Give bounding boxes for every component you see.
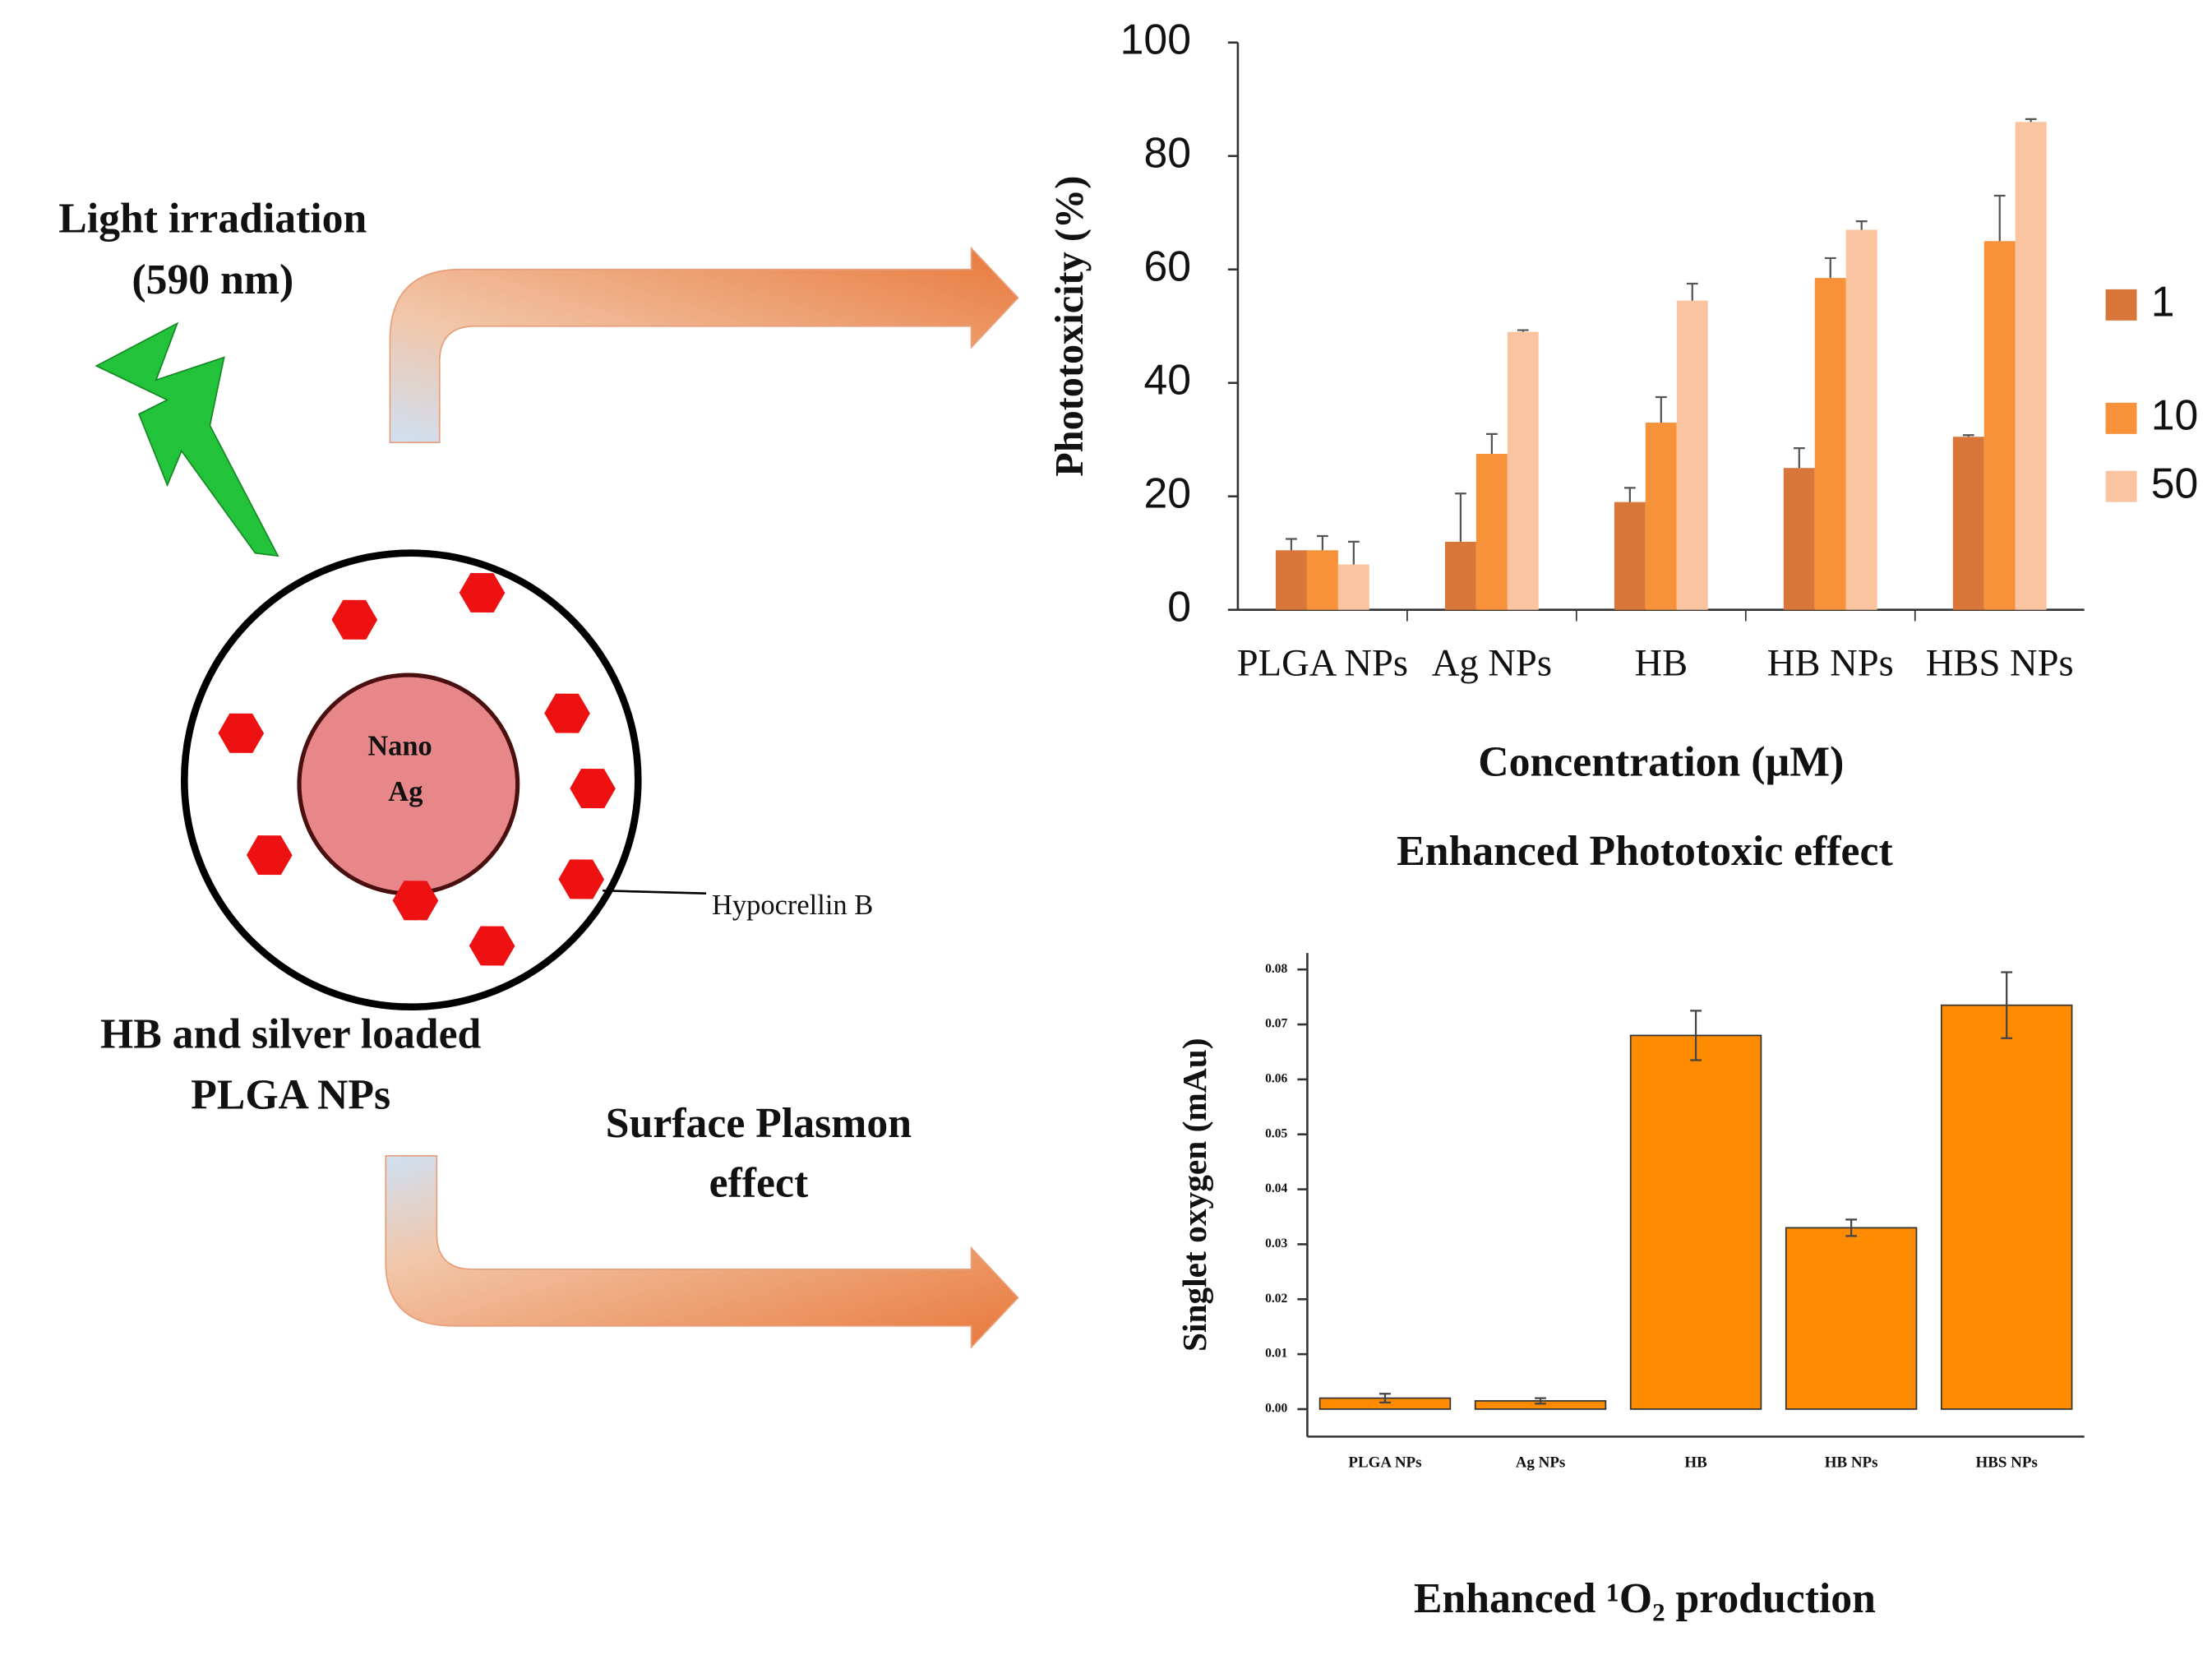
x-tick-label: HBS NPs (1926, 642, 2074, 684)
bar (1845, 229, 1877, 610)
diagram-text: Light irradiation (58, 196, 367, 243)
y-tick-label: 0.07 (1265, 1017, 1287, 1031)
error-bar (1793, 446, 1805, 469)
bar (1783, 468, 1815, 610)
bar (1814, 278, 1846, 610)
diagram-text: Nano (367, 731, 432, 762)
x-tick-label: Ag NPs (1432, 642, 1552, 684)
error-bar (1485, 432, 1498, 454)
bar (1444, 541, 1476, 610)
y-tick-label: 0 (1167, 582, 1191, 630)
bar (1507, 331, 1539, 610)
x-tick-label: HB NPs (1767, 642, 1894, 684)
error-bar (2025, 118, 2037, 123)
bar (1337, 564, 1369, 610)
error-bar (1535, 1397, 1546, 1405)
bar (1676, 300, 1708, 610)
hypocrellin-molecules (218, 572, 616, 966)
error-bar (1690, 1010, 1702, 1061)
legend-label: 1 (2151, 278, 2175, 326)
error-bar (2001, 971, 2013, 1039)
y-tick-label: 0.02 (1265, 1292, 1287, 1306)
bar (1785, 1227, 1918, 1410)
legend-swatch (2105, 402, 2137, 434)
error-bar (1316, 534, 1328, 551)
error-bar (1655, 395, 1667, 423)
bar (1614, 502, 1646, 610)
error-bar (1993, 194, 2006, 242)
legend-label: 10 (2151, 391, 2199, 439)
legend-label: 50 (2151, 459, 2199, 506)
diagram-text: (590 nm) (132, 257, 293, 303)
error-bar (1347, 540, 1360, 565)
error-bar (1962, 434, 1974, 437)
error-bar (1845, 1218, 1858, 1237)
y-tick-label: 0.05 (1265, 1126, 1287, 1140)
y-tick-label: 100 (1120, 15, 1191, 62)
bar (1645, 423, 1677, 610)
error-bar (1623, 487, 1636, 502)
y-tick-label: 40 (1143, 355, 1191, 403)
chart-caption: Enhanced ¹O₂ production (1414, 1575, 1876, 1622)
lightning (95, 321, 279, 557)
bar (1275, 550, 1307, 610)
x-tick-label: HBS NPs (1975, 1454, 2037, 1471)
bar (2015, 122, 2047, 610)
diagram-text: Surface Plasmon (606, 1100, 912, 1147)
bar (1952, 437, 1984, 610)
arrow (389, 246, 1019, 444)
legend-swatch (2105, 470, 2137, 502)
x-tick-label: PLGA NPs (1237, 642, 1408, 684)
bar (1940, 1004, 2073, 1410)
leader-line (603, 889, 707, 895)
diagram-text: HB and silver loaded (100, 1011, 482, 1058)
x-tick-label: Ag NPs (1516, 1454, 1566, 1471)
bar (1306, 550, 1338, 610)
y-axis-label: Phototoxicity (%) (1048, 176, 1092, 477)
bar (1475, 453, 1508, 610)
y-tick-label: 0.01 (1265, 1347, 1287, 1361)
arrow (385, 1154, 1019, 1349)
error-bar (1855, 220, 1868, 230)
bar (1629, 1034, 1762, 1410)
legend-swatch (2105, 289, 2137, 321)
y-tick-label: 60 (1143, 242, 1191, 289)
error-bar (1517, 329, 1529, 332)
diagram-text: PLGA NPs (191, 1072, 390, 1119)
diagram-text: effect (709, 1160, 809, 1207)
x-axis-label: Concentration (µM) (1478, 738, 1844, 785)
error-bar (1686, 282, 1698, 301)
error-bar (1379, 1393, 1391, 1404)
y-tick-label: 0.08 (1265, 962, 1287, 976)
y-tick-label: 0.06 (1265, 1071, 1287, 1085)
error-bar (1455, 492, 1466, 542)
y-tick-label: 0.00 (1265, 1402, 1287, 1416)
x-tick-label: HB (1634, 642, 1688, 684)
diagram-text: Ag (388, 776, 423, 807)
y-tick-label: 80 (1143, 128, 1191, 176)
x-tick-label: HB NPs (1825, 1454, 1878, 1471)
error-bar (1286, 538, 1297, 551)
diagram-text: Hypocrellin B (712, 890, 873, 921)
y-axis-label: Singlet oxygen (mAu) (1175, 1038, 1214, 1352)
error-bar (1824, 257, 1836, 279)
y-tick-label: 20 (1143, 469, 1191, 516)
y-tick-label: 0.04 (1265, 1181, 1287, 1195)
bar (1983, 241, 2016, 610)
x-tick-label: PLGA NPs (1348, 1454, 1421, 1471)
x-tick-label: HB (1684, 1454, 1707, 1471)
y-tick-label: 0.03 (1265, 1237, 1287, 1250)
chart-caption: Enhanced Phototoxic effect (1397, 828, 1892, 875)
